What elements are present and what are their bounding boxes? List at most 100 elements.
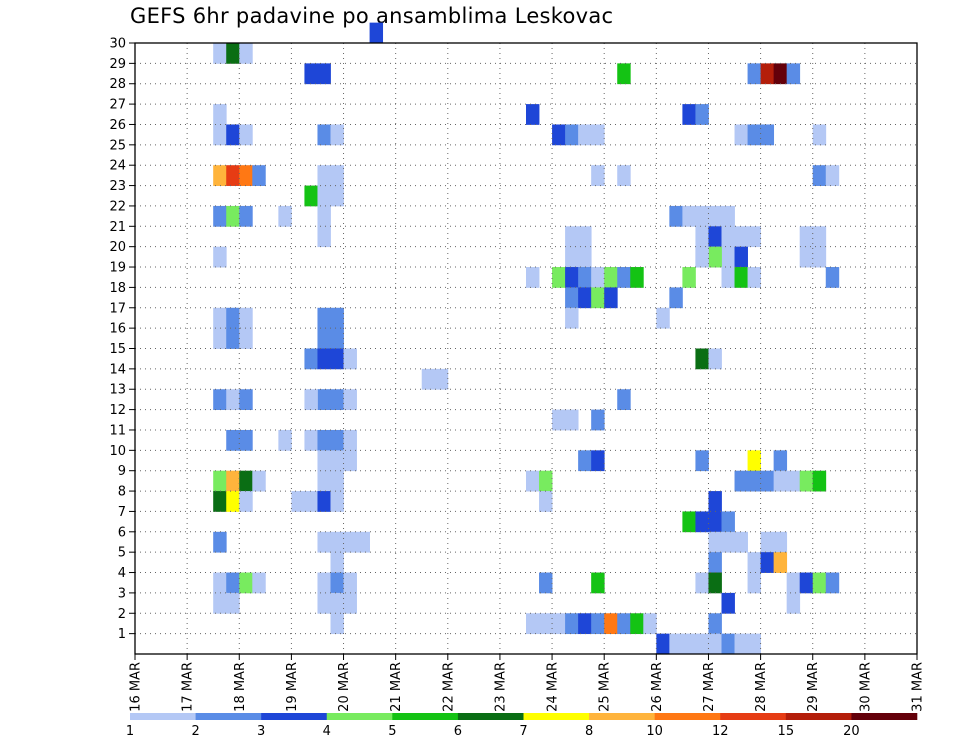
y-tick-label: 24 xyxy=(109,159,126,174)
heatmap-cell xyxy=(591,267,605,288)
x-axis: 16 MAR 17 MAR 18 MAR 19 MAR 20 MAR 21 MAR 22 M… xyxy=(129,654,926,712)
heatmap-cell xyxy=(721,531,735,553)
heatmap-cell xyxy=(630,613,644,635)
heatmap-cell xyxy=(539,470,553,492)
heatmap-cell xyxy=(552,267,566,288)
colorbar-label: 15 xyxy=(778,724,795,739)
heatmap-cell xyxy=(226,307,240,329)
heatmap-cell xyxy=(291,491,305,512)
heatmap-cell xyxy=(317,531,331,553)
heatmap-cell xyxy=(226,43,240,64)
heatmap-cell xyxy=(773,470,788,492)
colorbar-label: 7 xyxy=(519,724,527,739)
heatmap-cell xyxy=(617,267,631,288)
heatmap-cell xyxy=(578,287,592,309)
heatmap-cell xyxy=(317,226,331,248)
x-tick-label: 22 MAR xyxy=(441,662,456,712)
heatmap-cell xyxy=(708,491,722,512)
heatmap-cell xyxy=(226,491,240,512)
heatmap-cell xyxy=(343,531,357,553)
heatmap-cell xyxy=(317,165,331,186)
heatmap-cell xyxy=(643,613,657,635)
heatmap-cell xyxy=(604,287,618,309)
heatmap-cell xyxy=(708,348,722,370)
heatmap-cell xyxy=(330,592,344,614)
y-tick-label: 10 xyxy=(109,444,126,459)
x-tick-label: 16 MAR xyxy=(129,662,144,712)
heatmap-cell xyxy=(213,470,227,492)
heatmap-cell xyxy=(591,409,605,431)
heatmap-cell xyxy=(565,226,579,248)
heatmap-cell xyxy=(213,592,227,614)
heatmap-cell xyxy=(812,470,827,492)
heatmap-cell xyxy=(786,592,801,614)
heatmap-cell xyxy=(669,633,683,655)
heatmap-cell xyxy=(695,205,709,227)
heatmap-cell xyxy=(304,185,318,207)
heatmap-cell xyxy=(226,205,240,227)
heatmap-cells xyxy=(213,22,840,655)
heatmap-cell xyxy=(539,613,553,635)
heatmap-cell xyxy=(695,572,709,594)
heatmap-cell xyxy=(317,491,331,512)
y-tick-label: 13 xyxy=(109,383,126,398)
x-tick-label: 31 MAR xyxy=(911,662,926,712)
y-tick-label: 29 xyxy=(109,57,126,72)
heatmap-cell xyxy=(213,572,227,594)
heatmap-cell xyxy=(226,328,240,349)
x-tick-label: 29 MAR xyxy=(806,662,821,712)
heatmap-cell xyxy=(578,267,592,288)
heatmap-cell xyxy=(591,165,605,186)
heatmap-cell xyxy=(226,572,240,594)
heatmap-cell xyxy=(565,246,579,268)
heatmap-cell xyxy=(330,185,344,207)
heatmap-cell xyxy=(330,124,344,146)
heatmap-cell xyxy=(226,429,240,451)
x-tick-label: 30 MAR xyxy=(858,662,873,712)
heatmap-cell xyxy=(682,205,696,227)
heatmap-cell xyxy=(239,165,253,186)
heatmap-cell xyxy=(356,531,370,553)
y-tick-label: 8 xyxy=(118,485,126,500)
heatmap-cell xyxy=(695,511,709,533)
heatmap-cell xyxy=(799,246,814,268)
heatmap-cell xyxy=(812,124,827,146)
colorbar-swatch xyxy=(851,713,918,720)
heatmap-cell xyxy=(252,470,266,492)
heatmap-cell xyxy=(669,287,683,309)
y-tick-label: 5 xyxy=(118,546,126,561)
heatmap-cell xyxy=(708,511,722,533)
y-tick-label: 14 xyxy=(109,362,126,377)
heatmap-cell xyxy=(591,124,605,146)
heatmap-cell xyxy=(552,124,566,146)
heatmap-cell xyxy=(617,165,631,186)
y-tick-label: 25 xyxy=(109,138,126,153)
x-tick-label: 26 MAR xyxy=(650,662,665,712)
heatmap-cell xyxy=(747,633,761,655)
heatmap-cell xyxy=(773,552,788,573)
heatmap-cell xyxy=(317,429,331,451)
heatmap-cell xyxy=(343,450,357,472)
heatmap-cell xyxy=(734,124,748,146)
heatmap-cell xyxy=(721,267,735,288)
heatmap-cell xyxy=(239,470,253,492)
heatmap-cell xyxy=(565,409,579,431)
heatmap-cell xyxy=(317,328,331,349)
heatmap-cell xyxy=(317,185,331,207)
colorbar-label: 5 xyxy=(388,724,396,739)
y-tick-label: 27 xyxy=(109,98,126,113)
heatmap-cell xyxy=(226,389,240,410)
heatmap-cell xyxy=(760,531,775,553)
heatmap-cell xyxy=(591,572,605,594)
heatmap-cell xyxy=(343,592,357,614)
heatmap-cell xyxy=(747,572,761,594)
heatmap-cell xyxy=(213,307,227,329)
heatmap-cell xyxy=(304,389,318,410)
heatmap-cell xyxy=(317,205,331,227)
heatmap-cell xyxy=(213,531,227,553)
heatmap-cell xyxy=(252,165,266,186)
heatmap-cell xyxy=(213,104,227,125)
heatmap-cell xyxy=(708,226,722,248)
heatmap-cell xyxy=(369,22,384,44)
colorbar-label: 8 xyxy=(585,724,593,739)
